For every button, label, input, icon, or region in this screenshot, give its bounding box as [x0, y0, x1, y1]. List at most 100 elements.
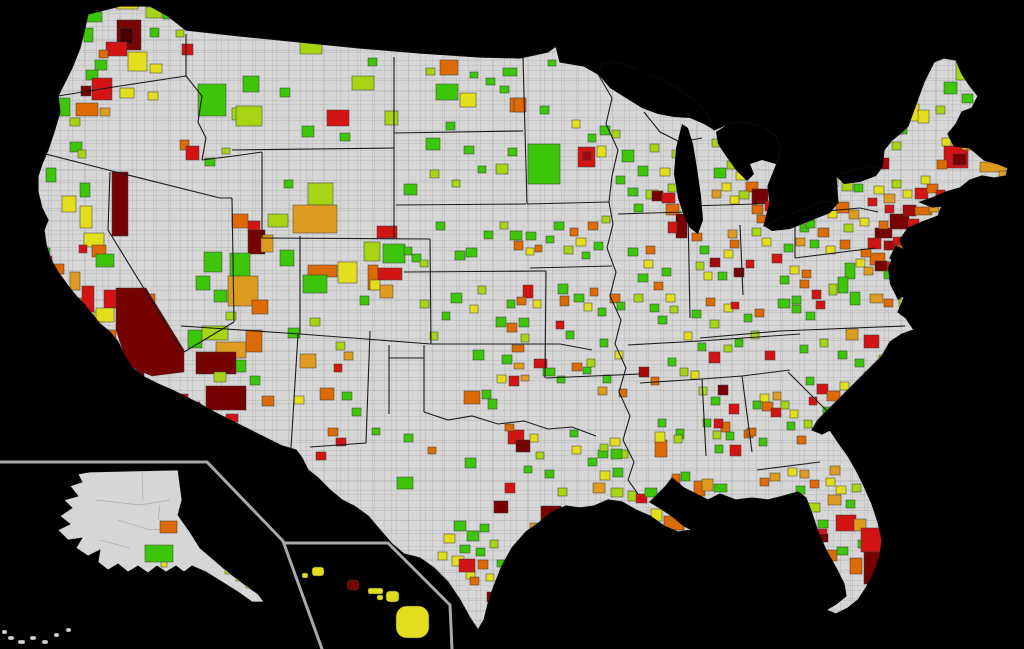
county-patch: [499, 85, 510, 94]
county-patch: [837, 350, 848, 360]
county-patch: [869, 293, 884, 304]
county-patch: [783, 243, 794, 253]
alaska-borough-line: [141, 471, 144, 501]
state-border-line: [201, 151, 263, 161]
state-border-line: [231, 147, 395, 151]
county-patch: [825, 477, 836, 487]
county-patch: [485, 573, 495, 582]
county-patch: [843, 223, 854, 233]
county-patch: [599, 338, 609, 348]
alaska-borough-line: [157, 504, 161, 521]
county-patch: [309, 317, 321, 327]
county-patch: [848, 209, 860, 220]
county-patch: [627, 490, 637, 502]
county-patch: [149, 27, 160, 38]
county-patch: [45, 167, 57, 183]
county-patch: [659, 167, 671, 177]
county-patch: [542, 367, 556, 377]
county-patch: [863, 266, 874, 276]
county-patch: [803, 419, 813, 429]
county-patch: [873, 185, 885, 195]
county-patch: [466, 530, 480, 542]
county-patch: [637, 165, 649, 177]
county-patch: [599, 470, 611, 481]
county-patch: [341, 391, 353, 401]
county-patch: [599, 443, 609, 452]
inset-boundary-line: [0, 460, 324, 649]
county-patch: [601, 215, 611, 224]
county-patch: [667, 221, 678, 234]
county-patch: [789, 409, 799, 419]
county-patch: [723, 344, 733, 353]
alaska-borough-line: [99, 539, 131, 549]
county-patch: [513, 362, 525, 370]
county-patch: [261, 395, 275, 407]
county-patch: [717, 384, 729, 396]
county-patch: [520, 333, 530, 343]
county-patch: [770, 407, 782, 418]
county-patch: [587, 133, 597, 143]
county-patch: [458, 558, 476, 573]
colored-counties: [38, 6, 1008, 612]
county-patch: [799, 344, 809, 354]
county-patch: [703, 271, 713, 281]
county-patch: [459, 92, 477, 108]
county-patch: [513, 97, 527, 113]
alaska-landmass: [57, 469, 265, 603]
county-patch: [859, 217, 870, 227]
county-patch: [705, 297, 716, 307]
county-patch: [61, 195, 77, 213]
hawaii-island: [301, 572, 309, 579]
county-patch: [242, 75, 260, 93]
county-patch: [935, 105, 946, 115]
county-patch: [952, 153, 967, 166]
county-patch: [181, 43, 194, 56]
county-patch: [721, 182, 732, 192]
county-patch: [799, 469, 810, 479]
county-patch: [481, 389, 492, 400]
county-patch: [337, 261, 358, 284]
county-patch: [487, 398, 498, 410]
us-outline: [37, 5, 1009, 632]
county-patch: [836, 546, 849, 556]
county-patch: [614, 350, 624, 360]
county-patch: [582, 151, 592, 161]
lake: [716, 122, 781, 181]
county-patch: [95, 307, 115, 323]
county-patch: [450, 292, 463, 304]
county-patch: [883, 298, 894, 308]
county-patch: [302, 274, 328, 294]
county-patch: [283, 179, 294, 189]
lake: [836, 166, 882, 184]
county-patch: [845, 499, 856, 509]
county-patch: [743, 313, 753, 323]
county-patch: [463, 145, 475, 155]
county-patch: [596, 145, 607, 158]
county-patch: [649, 143, 660, 153]
county-patch: [811, 289, 822, 300]
county-patch: [926, 183, 939, 194]
county-patch: [817, 519, 829, 529]
county-patch: [544, 469, 555, 479]
alaska-borough-line: [95, 499, 171, 506]
county-patch: [860, 527, 882, 553]
county-patch: [777, 298, 791, 309]
hawaii-island: [385, 590, 400, 603]
county-patch: [469, 71, 479, 79]
county-patch: [175, 29, 185, 38]
county-patch: [599, 125, 611, 136]
county-patch: [845, 328, 859, 341]
county-patch: [936, 159, 948, 170]
county-patch: [805, 376, 815, 386]
state-border-line: [687, 211, 691, 319]
county-patch: [509, 230, 523, 241]
county-patch: [443, 533, 456, 544]
county-patch: [547, 59, 557, 67]
county-patch: [883, 240, 896, 251]
county-patch: [245, 329, 263, 353]
county-patch: [941, 137, 952, 147]
state-border-line: [522, 56, 526, 132]
county-patch: [839, 381, 850, 391]
county-patch: [483, 230, 494, 240]
